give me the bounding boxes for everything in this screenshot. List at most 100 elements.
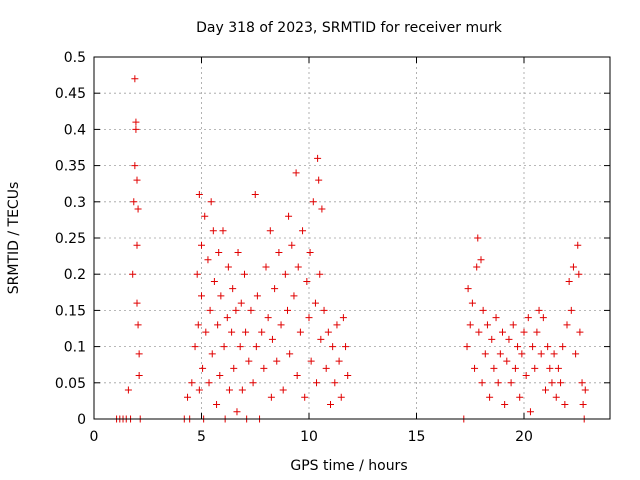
data-point bbox=[129, 270, 137, 278]
data-point bbox=[267, 393, 275, 401]
data-point bbox=[223, 314, 231, 322]
data-point bbox=[306, 248, 314, 256]
data-point bbox=[342, 343, 350, 351]
data-point bbox=[251, 191, 259, 199]
x-tick-label: 20 bbox=[515, 429, 533, 445]
data-point bbox=[526, 408, 534, 416]
chart-title: Day 318 of 2023, SRMTID for receiver mur… bbox=[196, 20, 503, 36]
data-point bbox=[202, 328, 210, 336]
data-point bbox=[477, 256, 485, 264]
data-point bbox=[303, 277, 311, 285]
data-point bbox=[220, 343, 228, 351]
data-point bbox=[550, 350, 558, 358]
x-axis-label: GPS time / hours bbox=[290, 458, 407, 474]
data-point bbox=[339, 314, 347, 322]
data-point bbox=[191, 343, 199, 351]
data-point bbox=[524, 314, 532, 322]
data-point bbox=[507, 379, 515, 387]
data-point bbox=[277, 321, 285, 329]
data-point bbox=[509, 321, 517, 329]
data-point bbox=[572, 350, 580, 358]
data-point bbox=[258, 328, 266, 336]
data-point bbox=[133, 241, 141, 249]
y-tick-label: 0.25 bbox=[55, 231, 86, 247]
data-point bbox=[520, 328, 528, 336]
data-point bbox=[288, 241, 296, 249]
data-point bbox=[511, 364, 519, 372]
data-point bbox=[232, 306, 240, 314]
data-point bbox=[313, 379, 321, 387]
data-point bbox=[567, 306, 575, 314]
y-tick-label: 0.5 bbox=[64, 50, 86, 66]
data-point bbox=[260, 364, 268, 372]
data-point bbox=[335, 357, 343, 365]
data-point bbox=[579, 401, 587, 409]
data-point bbox=[201, 212, 209, 220]
data-point bbox=[132, 125, 140, 133]
data-point bbox=[234, 248, 242, 256]
x-tick-label: 10 bbox=[300, 429, 318, 445]
data-point bbox=[531, 364, 539, 372]
data-point bbox=[557, 379, 565, 387]
data-point bbox=[213, 401, 221, 409]
data-point bbox=[496, 350, 504, 358]
data-point bbox=[271, 285, 279, 293]
x-tick-label: 0 bbox=[90, 429, 99, 445]
data-point bbox=[293, 372, 301, 380]
data-point bbox=[546, 364, 554, 372]
data-point bbox=[331, 379, 339, 387]
data-point bbox=[228, 328, 236, 336]
data-point bbox=[537, 350, 545, 358]
data-point bbox=[225, 386, 233, 394]
data-point bbox=[184, 393, 192, 401]
data-point bbox=[483, 321, 491, 329]
y-tick-label: 0.15 bbox=[55, 303, 86, 319]
data-point bbox=[199, 364, 207, 372]
data-point bbox=[133, 176, 141, 184]
data-point bbox=[284, 306, 291, 314]
data-point bbox=[299, 227, 307, 235]
data-point bbox=[242, 328, 250, 336]
data-point bbox=[262, 263, 270, 271]
data-point bbox=[329, 343, 337, 351]
data-point bbox=[279, 386, 287, 394]
data-point bbox=[198, 241, 205, 249]
data-point bbox=[475, 328, 483, 336]
data-point bbox=[217, 292, 225, 300]
data-point bbox=[320, 306, 328, 314]
data-point bbox=[216, 372, 224, 380]
data-point bbox=[247, 306, 255, 314]
y-tick-label: 0.2 bbox=[64, 267, 86, 283]
data-point bbox=[135, 372, 143, 380]
data-point bbox=[314, 154, 322, 162]
data-point bbox=[316, 270, 324, 278]
data-point bbox=[307, 357, 315, 365]
data-point bbox=[563, 321, 571, 329]
data-point bbox=[204, 256, 212, 264]
x-tick-label: 15 bbox=[408, 429, 426, 445]
data-point bbox=[219, 227, 227, 235]
data-point bbox=[554, 364, 562, 372]
data-point bbox=[273, 357, 281, 365]
data-point bbox=[499, 328, 506, 336]
data-point bbox=[505, 335, 513, 343]
data-point bbox=[130, 198, 138, 206]
data-points bbox=[113, 75, 589, 423]
data-point bbox=[209, 227, 217, 235]
data-point bbox=[535, 306, 543, 314]
data-point bbox=[290, 292, 298, 300]
data-point bbox=[206, 306, 214, 314]
data-point bbox=[241, 270, 248, 278]
data-point bbox=[473, 263, 481, 271]
y-axis-label: SRMTID / TECUs bbox=[6, 182, 22, 295]
data-point bbox=[309, 198, 317, 206]
data-point bbox=[135, 350, 143, 358]
x-tick-label: 5 bbox=[197, 429, 206, 445]
data-point bbox=[324, 328, 332, 336]
y-tick-label: 0.1 bbox=[64, 340, 86, 356]
data-point bbox=[344, 372, 352, 380]
data-point bbox=[322, 364, 330, 372]
data-point bbox=[266, 227, 274, 235]
data-point bbox=[224, 263, 232, 271]
